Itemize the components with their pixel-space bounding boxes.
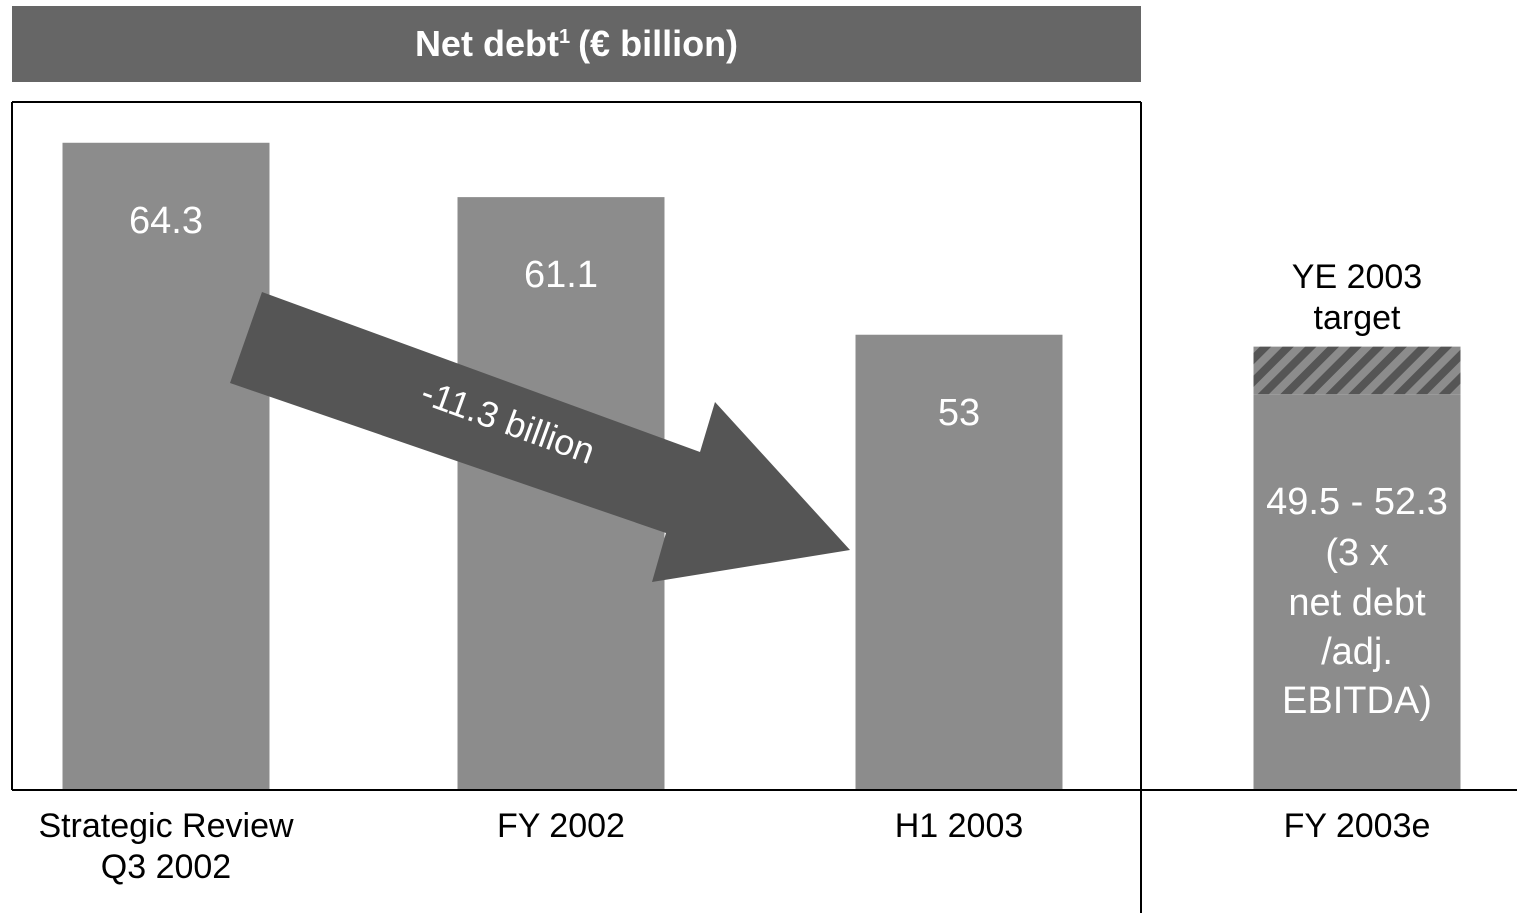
target-label: YE 2003 target xyxy=(1291,257,1423,338)
target-value-label: 49.5 - 52.3 xyxy=(1266,481,1448,524)
bar xyxy=(62,142,270,790)
title-text: Net debt xyxy=(414,23,559,64)
x-tick-label: FY 2002 xyxy=(497,807,625,845)
bar xyxy=(855,334,1063,790)
target-note: (3 x net debt /adj. EBITDA) xyxy=(1282,532,1432,723)
chart-title: Net debt1 xyxy=(415,23,570,65)
target-bar xyxy=(1253,394,1461,790)
title-footnote: 1 xyxy=(558,26,571,48)
title-unit: (€ billion) xyxy=(578,23,739,64)
chart-title-bar: Net debt1 (€ billion) xyxy=(12,6,1141,82)
x-tick-label: FY 2003e xyxy=(1283,807,1431,845)
value-label: 53 xyxy=(937,391,981,434)
value-label: 64.3 xyxy=(129,199,203,242)
target-range xyxy=(1253,346,1461,395)
trend-arrow xyxy=(230,292,850,582)
x-tick-label: Strategic Review Q3 2002 xyxy=(38,807,294,887)
x-tick-label: H1 2003 xyxy=(894,807,1024,845)
value-label: 61.1 xyxy=(524,254,598,297)
